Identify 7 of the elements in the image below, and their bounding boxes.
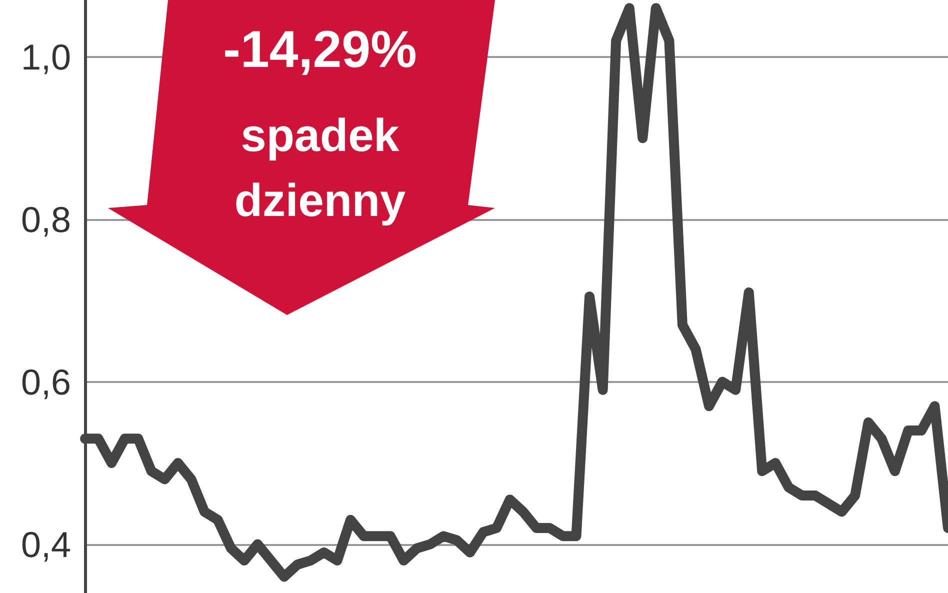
annotation: -14,29% <box>222 20 418 80</box>
annotation: spadek <box>240 108 400 163</box>
y-tick-label: 0,4 <box>20 524 71 565</box>
y-tick-label: 0,6 <box>20 361 71 402</box>
annotation: dzienny <box>233 173 407 228</box>
y-tick-label: 1,0 <box>20 36 71 78</box>
y-tick-label: 0,8 <box>20 198 71 240</box>
